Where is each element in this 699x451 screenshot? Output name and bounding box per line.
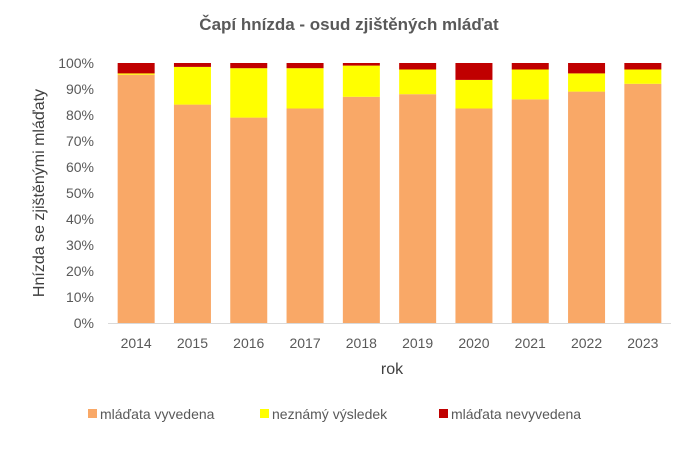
- bar-segment: [399, 69, 437, 95]
- y-tick-label: 30%: [66, 237, 94, 253]
- bar-segment: [455, 108, 493, 323]
- y-tick-label: 60%: [66, 159, 94, 175]
- bar-segment: [568, 63, 606, 74]
- bar-segment: [286, 108, 324, 323]
- y-tick-label: 90%: [66, 81, 94, 97]
- legend-swatch: [88, 409, 97, 418]
- bar-segment: [568, 91, 606, 323]
- bar-segment: [568, 73, 606, 92]
- bar-segment: [455, 79, 493, 109]
- y-axis-label: Hnízda se zjištěnými mláďaty: [31, 89, 48, 297]
- y-tick-label: 100%: [58, 55, 94, 71]
- bar-segment: [624, 69, 662, 84]
- bar-segment: [511, 69, 549, 100]
- x-tick-label: 2023: [627, 335, 658, 351]
- y-tick-label: 70%: [66, 133, 94, 149]
- bar-segment: [624, 63, 662, 70]
- x-tick-label: 2017: [289, 335, 320, 351]
- bar-segment: [173, 63, 211, 67]
- legend-label: mláďata vyvedena: [100, 406, 215, 422]
- bar-segment: [286, 63, 324, 69]
- bar-segment: [286, 68, 324, 109]
- y-tick-label: 0%: [74, 315, 94, 331]
- bar-segment: [624, 83, 662, 323]
- x-tick-label: 2014: [121, 335, 152, 351]
- x-axis-label: rok: [381, 361, 404, 378]
- x-tick-label: 2018: [346, 335, 377, 351]
- x-tick-label: 2022: [571, 335, 602, 351]
- x-tick-label: 2016: [233, 335, 264, 351]
- bar-segment: [455, 63, 493, 80]
- bar-segment: [511, 63, 549, 70]
- bar-segment: [511, 99, 549, 324]
- x-tick-label: 2020: [458, 335, 489, 351]
- bar-segment: [399, 94, 437, 323]
- bar-segment: [342, 63, 380, 66]
- x-tick-label: 2019: [402, 335, 433, 351]
- legend-swatch: [439, 409, 448, 418]
- y-tick-label: 50%: [66, 185, 94, 201]
- legend-label: neznámý výsledek: [272, 406, 388, 422]
- bar-segment: [173, 66, 211, 105]
- x-tick-label: 2015: [177, 335, 208, 351]
- legend: mláďata vyvedena neznámý výsledek mláďata …: [88, 406, 581, 422]
- bar-segment: [230, 63, 268, 69]
- bar-segment: [117, 74, 155, 323]
- chart-title: Čapí hnízda - osud zjištěných mláďat: [199, 15, 499, 34]
- plot-area: 0% 10% 20% 30% 40% 50% 60% 70% 80% 90% 100% 2014 201…: [58, 55, 671, 351]
- bar-segment: [117, 73, 155, 75]
- y-tick-label: 20%: [66, 263, 94, 279]
- bar-segment: [173, 104, 211, 323]
- x-tick-label: 2021: [515, 335, 546, 351]
- bar-segment: [230, 117, 268, 323]
- legend-swatch: [260, 409, 269, 418]
- bar-segment: [230, 68, 268, 118]
- bar-segment: [399, 63, 437, 70]
- bar-segment: [342, 65, 380, 97]
- legend-label: mláďata nevyvedena: [451, 406, 581, 422]
- y-tick-label: 80%: [66, 107, 94, 123]
- bar-segment: [117, 63, 155, 74]
- y-tick-label: 40%: [66, 211, 94, 227]
- bar-segment: [342, 96, 380, 323]
- y-tick-label: 10%: [66, 289, 94, 305]
